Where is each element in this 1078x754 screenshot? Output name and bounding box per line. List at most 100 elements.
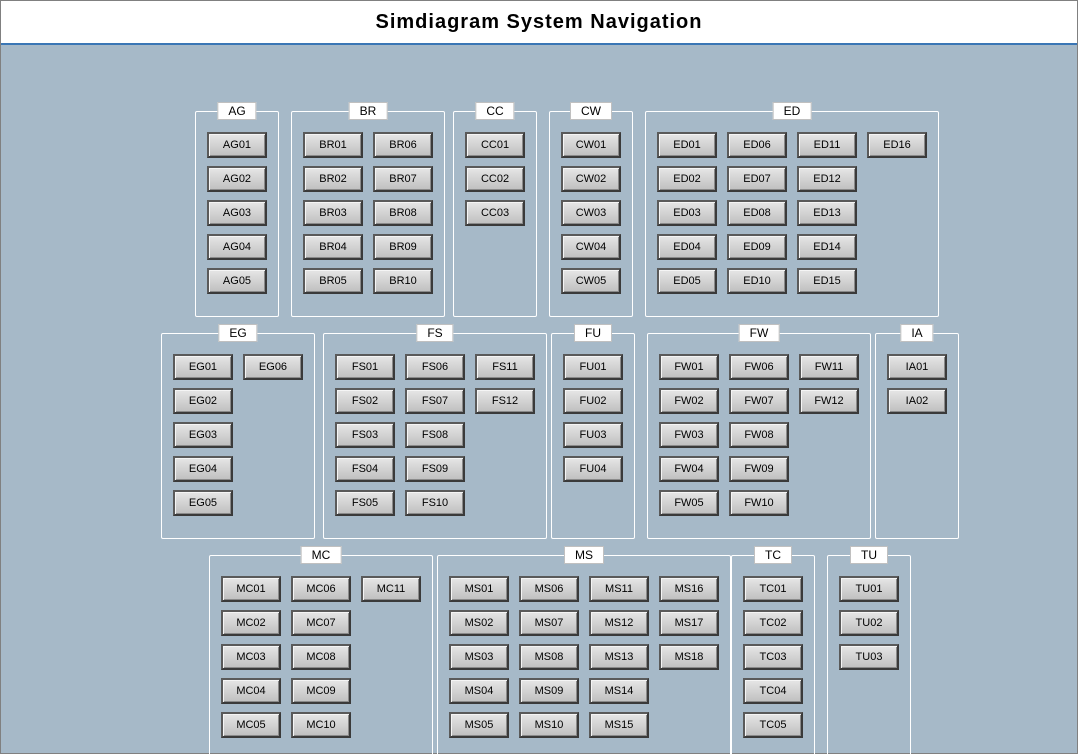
nav-button-ia01[interactable]: IA01 <box>887 354 947 380</box>
nav-button-ag02[interactable]: AG02 <box>207 166 267 192</box>
nav-button-cw03[interactable]: CW03 <box>561 200 621 226</box>
nav-button-mc02[interactable]: MC02 <box>221 610 281 636</box>
nav-button-ag01[interactable]: AG01 <box>207 132 267 158</box>
nav-button-ms17[interactable]: MS17 <box>659 610 719 636</box>
nav-button-ia02[interactable]: IA02 <box>887 388 947 414</box>
nav-button-ag04[interactable]: AG04 <box>207 234 267 260</box>
nav-button-mc08[interactable]: MC08 <box>291 644 351 670</box>
nav-button-cc03[interactable]: CC03 <box>465 200 525 226</box>
nav-button-ed12[interactable]: ED12 <box>797 166 857 192</box>
nav-button-eg05[interactable]: EG05 <box>173 490 233 516</box>
nav-button-tu02[interactable]: TU02 <box>839 610 899 636</box>
nav-button-br04[interactable]: BR04 <box>303 234 363 260</box>
nav-button-ms13[interactable]: MS13 <box>589 644 649 670</box>
nav-button-ed15[interactable]: ED15 <box>797 268 857 294</box>
nav-button-tc01[interactable]: TC01 <box>743 576 803 602</box>
nav-button-mc09[interactable]: MC09 <box>291 678 351 704</box>
nav-button-fw03[interactable]: FW03 <box>659 422 719 448</box>
nav-button-ed06[interactable]: ED06 <box>727 132 787 158</box>
nav-button-fu03[interactable]: FU03 <box>563 422 623 448</box>
nav-button-cc02[interactable]: CC02 <box>465 166 525 192</box>
nav-button-mc03[interactable]: MC03 <box>221 644 281 670</box>
nav-button-fs07[interactable]: FS07 <box>405 388 465 414</box>
nav-button-br10[interactable]: BR10 <box>373 268 433 294</box>
nav-button-ed09[interactable]: ED09 <box>727 234 787 260</box>
nav-button-tu01[interactable]: TU01 <box>839 576 899 602</box>
nav-button-ed16[interactable]: ED16 <box>867 132 927 158</box>
nav-button-mc05[interactable]: MC05 <box>221 712 281 738</box>
nav-button-fw07[interactable]: FW07 <box>729 388 789 414</box>
nav-button-fw08[interactable]: FW08 <box>729 422 789 448</box>
nav-button-ms12[interactable]: MS12 <box>589 610 649 636</box>
nav-button-eg04[interactable]: EG04 <box>173 456 233 482</box>
nav-button-br02[interactable]: BR02 <box>303 166 363 192</box>
nav-button-br09[interactable]: BR09 <box>373 234 433 260</box>
nav-button-ms16[interactable]: MS16 <box>659 576 719 602</box>
nav-button-cw05[interactable]: CW05 <box>561 268 621 294</box>
nav-button-ms14[interactable]: MS14 <box>589 678 649 704</box>
nav-button-eg03[interactable]: EG03 <box>173 422 233 448</box>
nav-button-br06[interactable]: BR06 <box>373 132 433 158</box>
nav-button-cw01[interactable]: CW01 <box>561 132 621 158</box>
nav-button-ed11[interactable]: ED11 <box>797 132 857 158</box>
nav-button-tc04[interactable]: TC04 <box>743 678 803 704</box>
nav-button-ag03[interactable]: AG03 <box>207 200 267 226</box>
nav-button-fw12[interactable]: FW12 <box>799 388 859 414</box>
nav-button-ms15[interactable]: MS15 <box>589 712 649 738</box>
nav-button-fs01[interactable]: FS01 <box>335 354 395 380</box>
nav-button-mc04[interactable]: MC04 <box>221 678 281 704</box>
nav-button-mc11[interactable]: MC11 <box>361 576 421 602</box>
nav-button-mc10[interactable]: MC10 <box>291 712 351 738</box>
nav-button-fs04[interactable]: FS04 <box>335 456 395 482</box>
nav-button-ms06[interactable]: MS06 <box>519 576 579 602</box>
nav-button-br07[interactable]: BR07 <box>373 166 433 192</box>
nav-button-br03[interactable]: BR03 <box>303 200 363 226</box>
nav-button-fs08[interactable]: FS08 <box>405 422 465 448</box>
nav-button-fs09[interactable]: FS09 <box>405 456 465 482</box>
nav-button-ed05[interactable]: ED05 <box>657 268 717 294</box>
nav-button-fs03[interactable]: FS03 <box>335 422 395 448</box>
nav-button-fu02[interactable]: FU02 <box>563 388 623 414</box>
nav-button-fw09[interactable]: FW09 <box>729 456 789 482</box>
nav-button-ed14[interactable]: ED14 <box>797 234 857 260</box>
nav-button-ms02[interactable]: MS02 <box>449 610 509 636</box>
nav-button-ed10[interactable]: ED10 <box>727 268 787 294</box>
nav-button-tc05[interactable]: TC05 <box>743 712 803 738</box>
nav-button-cc01[interactable]: CC01 <box>465 132 525 158</box>
nav-button-ms18[interactable]: MS18 <box>659 644 719 670</box>
nav-button-tc03[interactable]: TC03 <box>743 644 803 670</box>
nav-button-ed02[interactable]: ED02 <box>657 166 717 192</box>
nav-button-ms04[interactable]: MS04 <box>449 678 509 704</box>
nav-button-mc07[interactable]: MC07 <box>291 610 351 636</box>
nav-button-br01[interactable]: BR01 <box>303 132 363 158</box>
nav-button-fs12[interactable]: FS12 <box>475 388 535 414</box>
nav-button-fs06[interactable]: FS06 <box>405 354 465 380</box>
nav-button-br08[interactable]: BR08 <box>373 200 433 226</box>
nav-button-mc06[interactable]: MC06 <box>291 576 351 602</box>
nav-button-eg06[interactable]: EG06 <box>243 354 303 380</box>
nav-button-fw05[interactable]: FW05 <box>659 490 719 516</box>
nav-button-ed04[interactable]: ED04 <box>657 234 717 260</box>
nav-button-cw04[interactable]: CW04 <box>561 234 621 260</box>
nav-button-fs02[interactable]: FS02 <box>335 388 395 414</box>
nav-button-fw01[interactable]: FW01 <box>659 354 719 380</box>
nav-button-fs05[interactable]: FS05 <box>335 490 395 516</box>
nav-button-tu03[interactable]: TU03 <box>839 644 899 670</box>
nav-button-ms05[interactable]: MS05 <box>449 712 509 738</box>
nav-button-fs10[interactable]: FS10 <box>405 490 465 516</box>
nav-button-ed07[interactable]: ED07 <box>727 166 787 192</box>
nav-button-ed08[interactable]: ED08 <box>727 200 787 226</box>
nav-button-ms01[interactable]: MS01 <box>449 576 509 602</box>
nav-button-ms10[interactable]: MS10 <box>519 712 579 738</box>
nav-button-ms08[interactable]: MS08 <box>519 644 579 670</box>
nav-button-ms11[interactable]: MS11 <box>589 576 649 602</box>
nav-button-ag05[interactable]: AG05 <box>207 268 267 294</box>
nav-button-mc01[interactable]: MC01 <box>221 576 281 602</box>
nav-button-ms03[interactable]: MS03 <box>449 644 509 670</box>
nav-button-ed03[interactable]: ED03 <box>657 200 717 226</box>
nav-button-fs11[interactable]: FS11 <box>475 354 535 380</box>
nav-button-ms07[interactable]: MS07 <box>519 610 579 636</box>
nav-button-fu04[interactable]: FU04 <box>563 456 623 482</box>
nav-button-fw02[interactable]: FW02 <box>659 388 719 414</box>
nav-button-tc02[interactable]: TC02 <box>743 610 803 636</box>
